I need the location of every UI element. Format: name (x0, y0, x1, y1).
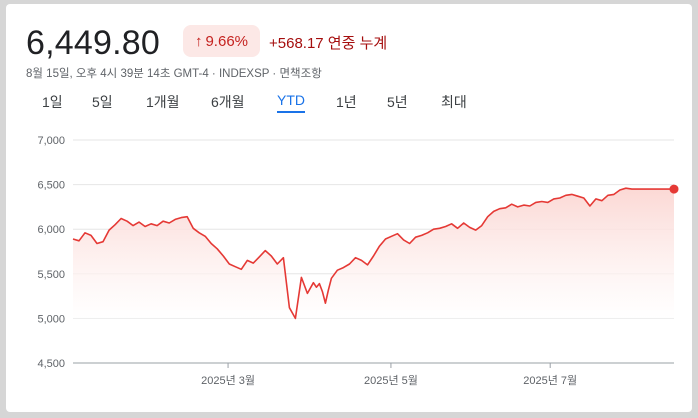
change-percent: 9.66% (205, 32, 249, 50)
tab-6m[interactable]: 6개월 (211, 94, 245, 110)
tab-max[interactable]: 최대 (441, 94, 467, 110)
y-tick-label: 4,500 (37, 358, 65, 370)
tab-1d[interactable]: 1일 (42, 94, 63, 110)
arrow-up-icon: ↑ (194, 32, 203, 50)
y-tick-label: 6,500 (37, 180, 65, 192)
y-tick-label: 6,000 (37, 224, 65, 236)
y-tick-label: 5,500 (37, 269, 65, 281)
x-tick-label: 2025년 5월 (364, 374, 418, 387)
price-chart[interactable]: 7,000 6,500 6,000 5,500 5,000 4,500 2025년 3월 20… (6, 4, 692, 412)
y-tick-label: 5,000 (37, 313, 65, 325)
change-absolute: +568.17 연중 누계 (269, 35, 388, 52)
current-price-marker (669, 184, 679, 194)
tab-1y[interactable]: 1년 (336, 94, 357, 110)
current-price: 6,449.80 (26, 24, 160, 62)
y-tick-label: 7,000 (37, 135, 65, 147)
change-percent-badge: ↑ 9.66% (183, 25, 260, 57)
tab-5y[interactable]: 5년 (387, 94, 408, 110)
tab-5d[interactable]: 5일 (92, 94, 113, 110)
tab-ytd[interactable]: YTD (277, 92, 305, 113)
x-tick-label: 2025년 3월 (201, 374, 255, 387)
x-tick-label: 2025년 7월 (523, 374, 577, 387)
range-tabs: 1일 5일 1개월 6개월 YTD 1년 5년 최대 (6, 90, 692, 114)
stock-card: 6,449.80 ↑ 9.66% +568.17 연중 누계 8월 15일, 오… (6, 4, 692, 412)
tab-1m[interactable]: 1개월 (146, 94, 180, 110)
quote-meta: 8월 15일, 오후 4시 39분 14초 GMT-4 · INDEXSP · … (26, 68, 322, 80)
price-line (72, 187, 674, 320)
price-area-fill (73, 188, 674, 319)
